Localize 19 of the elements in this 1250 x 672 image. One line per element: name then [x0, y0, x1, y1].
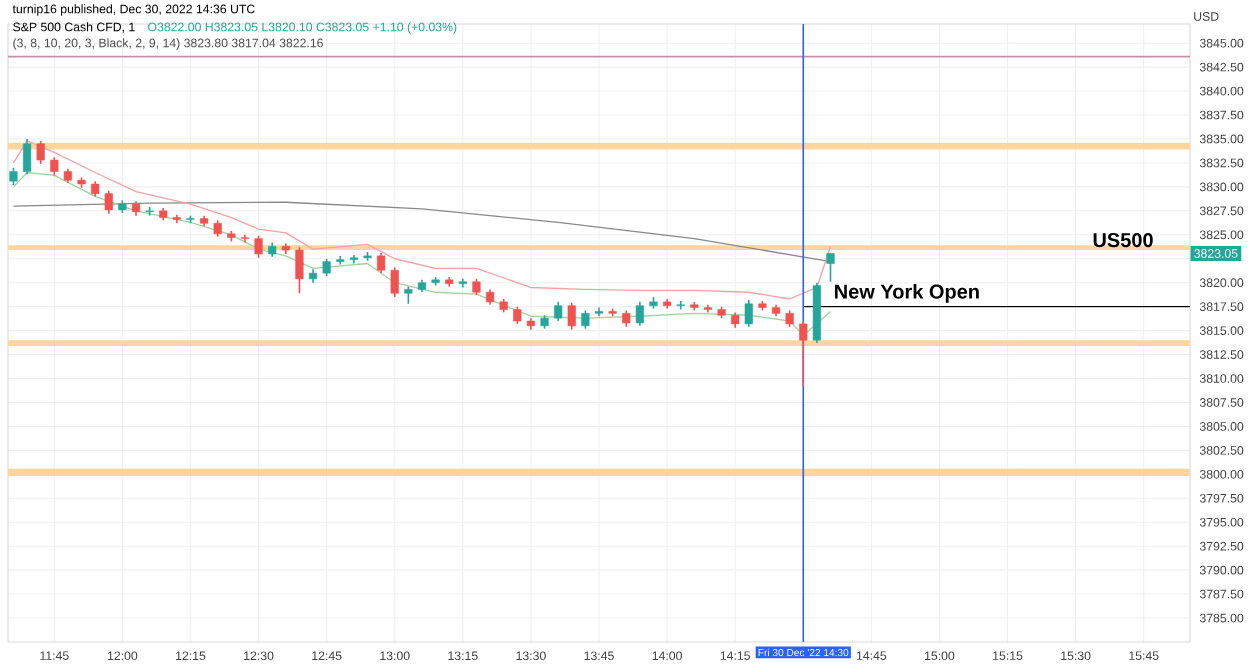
annotation: US500 — [1093, 233, 1153, 248]
candlestick — [676, 300, 685, 311]
candlestick — [581, 309, 590, 330]
candlestick — [22, 138, 32, 176]
candlestick — [799, 320, 808, 387]
candlestick — [390, 266, 399, 298]
candlestick — [635, 301, 644, 327]
candlestick — [377, 252, 386, 274]
candlestick — [295, 246, 304, 295]
candlestick — [744, 299, 753, 328]
candlestick — [567, 302, 576, 331]
candlestick — [554, 301, 563, 322]
candlestick — [826, 252, 835, 283]
line-series — [12, 140, 832, 300]
candlestick — [104, 189, 113, 215]
candlestick — [254, 234, 263, 259]
annotation: New York Open — [835, 284, 979, 303]
candlestick — [50, 156, 59, 177]
candlestick — [36, 140, 45, 165]
